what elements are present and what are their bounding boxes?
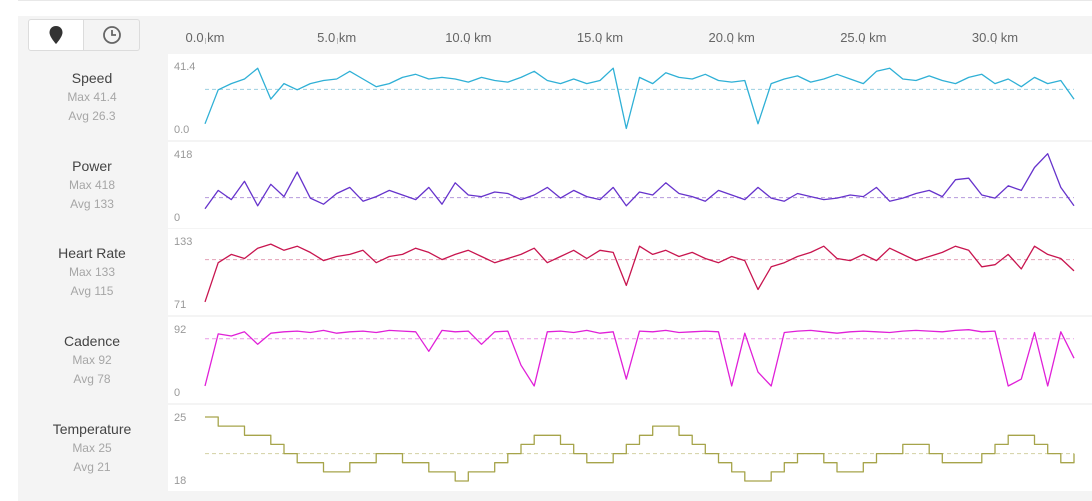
series-line-cadence	[204, 329, 1075, 387]
metric-max: Max 41.4	[67, 89, 117, 104]
metric-max: Max 418	[68, 177, 116, 192]
metric-avg: Avg 21	[73, 459, 111, 474]
metric-line-chart	[204, 153, 1075, 210]
distance-mode-toggle[interactable]	[28, 19, 84, 51]
x-axis-tick	[468, 38, 470, 44]
y-axis-max-label: 92	[174, 324, 187, 336]
y-axis-max-label: 41.4	[174, 61, 196, 73]
metric-plot[interactable]: 418 0	[168, 142, 1092, 228]
metric-summary: Cadence Max 92 Avg 78	[18, 317, 166, 403]
y-axis-min-label: 0	[174, 212, 181, 224]
time-mode-toggle[interactable]	[84, 19, 140, 51]
metric-max: Max 133	[68, 264, 116, 279]
x-axis-tick	[600, 38, 601, 44]
metric-plot[interactable]: 25 18	[168, 405, 1092, 491]
metric-avg: Avg 133	[70, 196, 114, 211]
metric-row-cadence: Cadence Max 92 Avg 78 92 0	[18, 317, 1092, 403]
series-line-speed	[204, 67, 1075, 130]
top-divider	[18, 0, 1092, 1]
y-axis-min-label: 18	[174, 475, 187, 487]
x-axis-tick-label: 30.0 km	[971, 30, 1019, 45]
metric-row-heart-rate: Heart Rate Max 133 Avg 115 133 71	[18, 229, 1092, 315]
metric-name: Speed	[71, 69, 113, 86]
metric-summary: Power Max 418 Avg 133	[18, 142, 166, 228]
x-axis-tick-label: 5.0 km	[317, 30, 357, 45]
y-axis-max-label: 133	[174, 236, 193, 248]
metric-max: Max 92	[72, 352, 112, 367]
metric-row-temperature: Temperature Max 25 Avg 21 25 18	[18, 405, 1092, 491]
metric-row-speed: Speed Max 41.4 Avg 26.3 41.4 0.0	[18, 54, 1092, 140]
metric-plot[interactable]: 41.4 0.0	[168, 54, 1092, 140]
metric-avg: Avg 26.3	[68, 108, 116, 123]
metric-avg: Avg 78	[73, 371, 111, 386]
activity-analysis-panel: 0.0 km 5.0 km 10.0 km 15.0 km 20.0 km 25.0 km…	[18, 16, 1092, 501]
x-axis-tick-label: 25.0 km	[840, 30, 887, 45]
x-axis-tick	[336, 38, 338, 44]
x-axis-tick	[731, 38, 733, 44]
metric-name: Cadence	[63, 332, 121, 349]
metric-name: Temperature	[52, 420, 132, 437]
metric-summary: Speed Max 41.4 Avg 26.3	[18, 54, 166, 140]
series-line-temperature	[205, 416, 1075, 482]
metric-name: Heart Rate	[58, 244, 126, 261]
metric-avg: Avg 115	[70, 283, 114, 298]
metric-line-chart	[204, 67, 1075, 130]
distance-axis: 0.0 km 5.0 km 10.0 km 15.0 km 20.0 km 25.0 km…	[168, 16, 1092, 54]
map-pin-icon	[49, 26, 63, 44]
metric-summary: Temperature Max 25 Avg 21	[18, 405, 166, 491]
series-line-heart-rate	[204, 243, 1075, 303]
y-axis-max-label: 418	[174, 149, 193, 161]
x-axis-tick	[205, 38, 206, 44]
x-axis-tick	[995, 38, 996, 44]
x-axis-tick-label: 15.0 km	[576, 30, 624, 45]
x-axis-tick-label: 10.0 km	[445, 30, 492, 45]
metric-row-power: Power Max 418 Avg 133 418 0	[18, 142, 1092, 228]
metric-plot[interactable]: 92 0	[168, 317, 1092, 403]
y-axis-min-label: 71	[174, 299, 187, 311]
metric-line-chart	[205, 416, 1075, 482]
metric-max: Max 25	[72, 440, 112, 455]
series-line-power	[204, 153, 1075, 210]
y-axis-min-label: 0.0	[174, 124, 190, 136]
metric-line-chart	[204, 243, 1075, 303]
metric-name: Power	[72, 157, 112, 174]
x-axis-tick-label: 0.0 km	[185, 30, 225, 45]
metric-summary: Heart Rate Max 133 Avg 115	[18, 229, 166, 315]
y-axis-max-label: 25	[174, 412, 187, 424]
x-axis-tick	[863, 38, 865, 44]
x-axis-tick-label: 20.0 km	[708, 30, 755, 45]
clock-icon	[102, 26, 121, 44]
y-axis-min-label: 0	[174, 387, 181, 399]
metric-line-chart	[204, 329, 1075, 387]
metric-plot[interactable]: 133 71	[168, 229, 1092, 315]
